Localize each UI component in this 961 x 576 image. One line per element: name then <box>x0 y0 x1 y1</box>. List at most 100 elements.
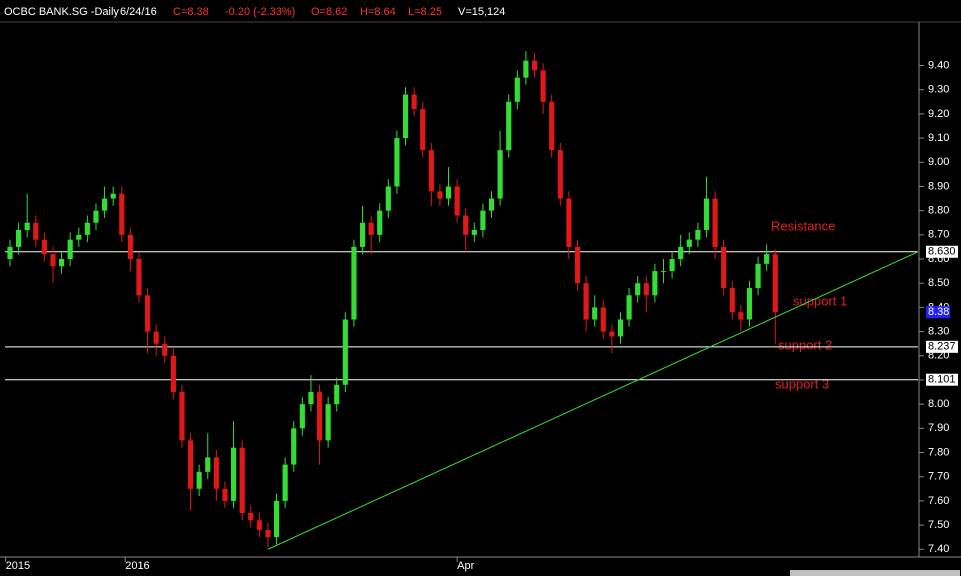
candle-body <box>7 246 13 260</box>
candle-body <box>222 488 228 501</box>
volume: V=15,124 <box>458 6 505 18</box>
candle-body <box>351 246 357 320</box>
y-tick-label: 7.50 <box>928 519 949 531</box>
y-tick-label: 7.60 <box>928 495 949 507</box>
candle-body <box>334 384 340 405</box>
level-box <box>926 373 958 386</box>
trendline <box>267 251 919 550</box>
candle-body <box>368 222 374 235</box>
candle-body <box>506 101 512 151</box>
y-tick-label: 9.20 <box>928 108 949 120</box>
y-tick-label: 9.40 <box>928 59 949 71</box>
y-tick-label: 7.70 <box>928 471 949 483</box>
y-tick-label: 8.50 <box>928 277 949 289</box>
candle-body <box>291 428 297 465</box>
candle-body <box>273 500 280 538</box>
candle-body <box>686 239 692 247</box>
candle-body <box>488 198 495 211</box>
candle-body <box>703 198 710 231</box>
candle-body <box>325 404 331 441</box>
candle-body <box>41 239 47 255</box>
candle-body <box>162 343 168 356</box>
candle-body <box>755 263 761 289</box>
low: L=8.25 <box>408 6 442 18</box>
candle-body <box>58 259 65 267</box>
candle-body <box>764 254 770 264</box>
candle-body <box>617 319 624 337</box>
candle-body <box>660 271 667 273</box>
candle-body <box>265 529 271 538</box>
candle-body <box>308 392 314 405</box>
candle-body <box>549 101 555 151</box>
y-tick-label: 8.00 <box>928 398 949 410</box>
y-tick-label: 9.30 <box>928 84 949 96</box>
candle-body <box>557 150 563 199</box>
candle-body <box>471 230 477 235</box>
candle-body <box>84 222 90 235</box>
candle-body <box>256 520 262 530</box>
candle-body <box>170 355 176 393</box>
candle-body <box>316 392 323 441</box>
candle-body <box>635 283 641 296</box>
level-label: 8.237 <box>928 341 956 353</box>
candle-body <box>729 288 735 313</box>
high: H=8.64 <box>360 6 396 18</box>
candle-body <box>402 94 409 139</box>
candle-body <box>643 283 649 296</box>
candle-body <box>187 440 194 489</box>
x-tick-label: 2015 <box>6 560 30 572</box>
candle-body <box>282 464 288 501</box>
candle-body <box>480 210 486 231</box>
candle-body <box>437 191 443 199</box>
candle-body <box>342 319 348 385</box>
symbol: OCBC BANK.SG -Daily <box>4 6 119 18</box>
candle-body <box>394 138 400 187</box>
candle-body <box>531 60 538 71</box>
candle-body <box>566 198 572 247</box>
candle-body <box>626 295 632 320</box>
open: O=8.62 <box>311 6 347 18</box>
last-price-label: 8.38 <box>928 306 949 318</box>
candle-body <box>523 60 529 78</box>
candle-body <box>746 288 753 320</box>
candle-body <box>463 215 469 235</box>
candle-body <box>428 150 434 192</box>
candle-body <box>359 222 366 247</box>
candle-body <box>76 234 82 240</box>
candle-body <box>600 307 606 332</box>
candle-body <box>67 239 73 260</box>
candle-body <box>50 254 56 267</box>
y-tick-label: 8.80 <box>928 205 949 217</box>
candle-body <box>712 198 718 247</box>
candle-body <box>248 512 254 521</box>
candle-body <box>136 259 142 296</box>
candle-body <box>592 307 598 320</box>
candle-body <box>213 457 219 489</box>
candle-body <box>583 283 589 320</box>
change: -0.20 (-2.33%) <box>225 6 295 18</box>
annotation: Resistance <box>771 218 835 233</box>
annotation: support 1 <box>793 293 847 308</box>
candle-body <box>230 447 237 501</box>
y-tick-label: 9.00 <box>928 156 949 168</box>
candle-body <box>454 186 460 216</box>
candle-body <box>497 150 503 199</box>
y-tick-label: 7.90 <box>928 422 949 434</box>
y-tick-label: 8.90 <box>928 180 949 192</box>
close: C=8.38 <box>173 6 209 18</box>
toolbar <box>790 570 960 576</box>
candle-body <box>420 109 426 151</box>
candle-body <box>678 246 684 260</box>
candle-body <box>669 259 675 272</box>
annotation: support 3 <box>775 376 829 391</box>
candle-body <box>385 186 391 211</box>
candle-body <box>239 447 245 513</box>
y-tick-label: 8.70 <box>928 229 949 241</box>
y-tick-label: 9.10 <box>928 132 949 144</box>
x-tick-label: Apr <box>457 560 474 572</box>
candle-body <box>110 193 116 199</box>
level-box <box>926 245 958 258</box>
candle-body <box>205 457 211 472</box>
